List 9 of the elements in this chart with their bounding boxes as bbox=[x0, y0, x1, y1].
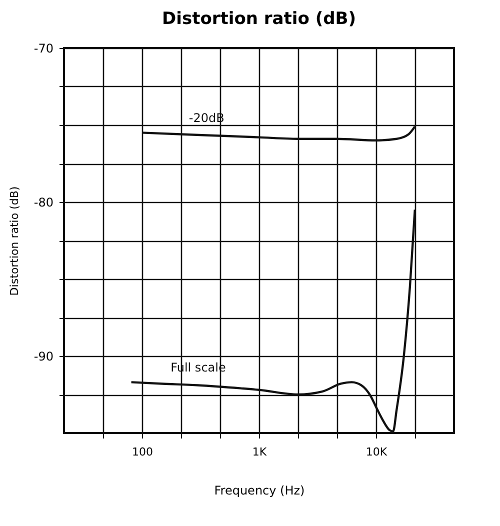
x-axis-title: Frequency (Hz) bbox=[214, 484, 305, 498]
y-tick-label: -70 bbox=[34, 42, 54, 56]
x-tick-label: 100 bbox=[132, 446, 153, 458]
x-tick-label: 10K bbox=[366, 446, 388, 458]
y-tick-label: -90 bbox=[34, 350, 54, 364]
y-tick-label: -80 bbox=[34, 196, 54, 210]
x-tick-label: 1K bbox=[252, 446, 268, 458]
y-axis-title: Distortion ratio (dB) bbox=[8, 186, 21, 296]
chart-title: Distortion ratio (dB) bbox=[162, 9, 356, 29]
